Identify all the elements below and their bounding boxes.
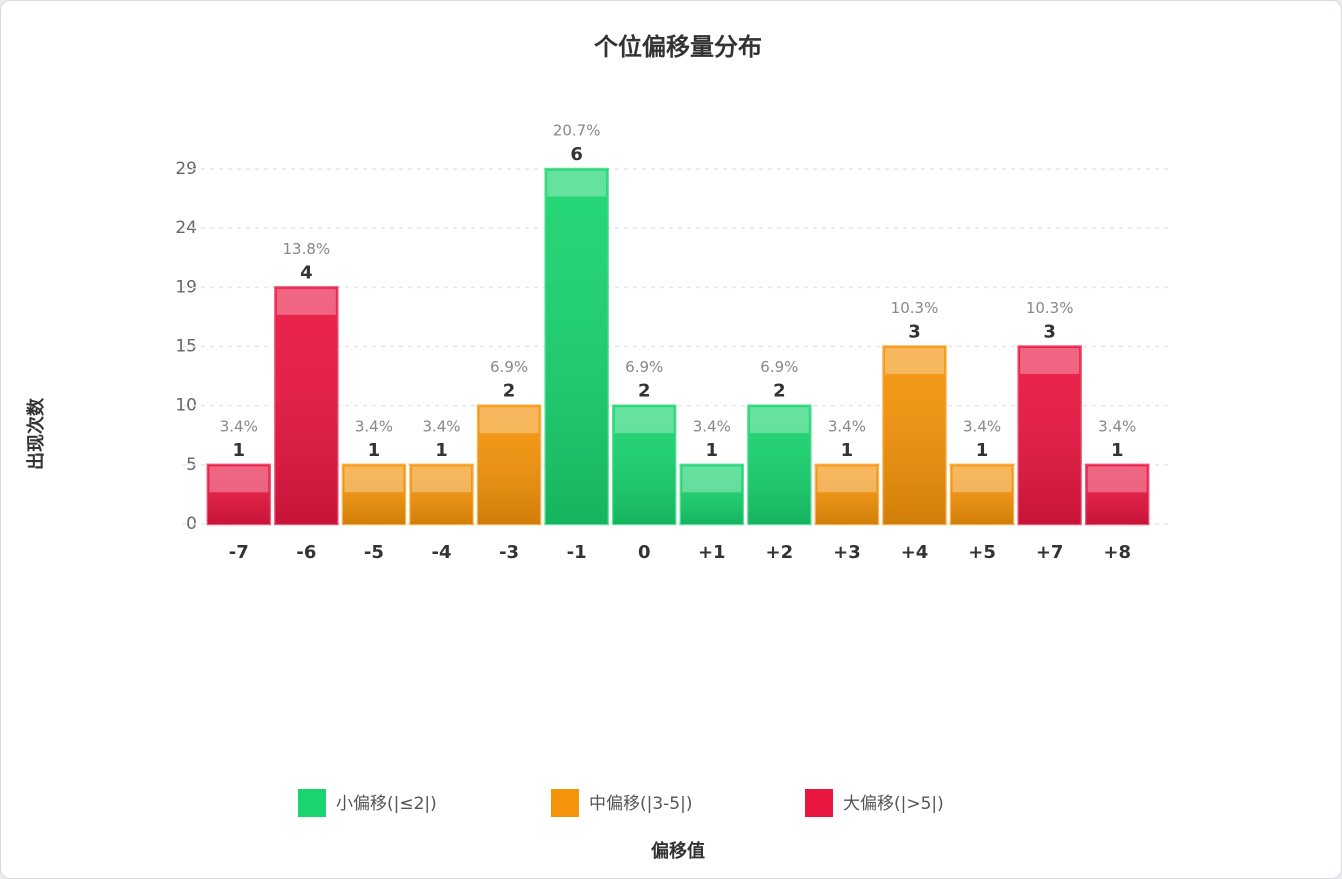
bar-shade xyxy=(680,464,743,524)
bar-shade xyxy=(342,464,405,524)
value-label: 2 xyxy=(503,381,516,402)
chart-title: 个位偏移量分布 xyxy=(594,33,762,61)
x-tick-label: +7 xyxy=(1036,542,1064,563)
x-tick-label: 0 xyxy=(638,542,651,563)
bar-highlight xyxy=(749,407,809,434)
bar-shade xyxy=(275,287,338,524)
percent-label: 6.9% xyxy=(760,358,798,376)
x-tick-label: +4 xyxy=(901,542,929,563)
percent-label: 3.4% xyxy=(828,417,866,435)
value-label: 1 xyxy=(976,440,989,461)
bar-highlight xyxy=(344,466,404,493)
x-tick-label: -6 xyxy=(296,542,316,563)
x-tick-label: +1 xyxy=(698,542,726,563)
percent-label: 13.8% xyxy=(283,240,331,258)
value-label: 1 xyxy=(706,440,719,461)
bar-highlight xyxy=(817,466,877,493)
value-label: 1 xyxy=(435,440,448,461)
percent-label: 3.4% xyxy=(422,417,460,435)
x-tick-label: +3 xyxy=(833,542,861,563)
value-label: 2 xyxy=(638,381,651,402)
x-tick-label: +2 xyxy=(766,542,794,563)
bar-shade xyxy=(951,464,1014,524)
bar-highlight xyxy=(1020,348,1080,374)
value-label: 1 xyxy=(1111,440,1124,461)
legend-swatch xyxy=(551,789,579,817)
percent-label: 3.4% xyxy=(220,417,258,435)
bar-highlight xyxy=(614,407,674,434)
bar-highlight xyxy=(952,466,1012,493)
bar-shade xyxy=(613,405,676,524)
percent-label: 6.9% xyxy=(625,358,663,376)
percent-label: 3.4% xyxy=(963,417,1001,435)
percent-label: 3.4% xyxy=(355,417,393,435)
legend-swatch xyxy=(298,789,326,817)
x-tick-label: -7 xyxy=(229,542,249,563)
value-label: 1 xyxy=(368,440,381,461)
bar-shade xyxy=(478,405,541,524)
legend-swatch xyxy=(805,789,833,817)
x-tick-label: -4 xyxy=(432,542,452,563)
legend-label: 大偏移(|>5|) xyxy=(843,794,944,814)
percent-label: 10.3% xyxy=(1026,299,1074,317)
bar-highlight xyxy=(682,466,742,493)
value-label: 4 xyxy=(300,262,313,283)
bar-shade xyxy=(1086,464,1149,524)
bar-highlight xyxy=(412,466,471,493)
value-label: 6 xyxy=(570,144,583,165)
y-tick-label: 0 xyxy=(186,514,197,534)
value-label: 1 xyxy=(841,440,854,461)
y-axis-label: 出现次数 xyxy=(25,397,47,470)
bar-shade xyxy=(815,464,878,524)
percent-label: 3.4% xyxy=(693,417,731,435)
bar-shade xyxy=(545,169,608,524)
bar-shade xyxy=(207,464,270,524)
y-tick-label: 5 xyxy=(186,455,197,475)
x-axis-label: 偏移值 xyxy=(651,840,705,862)
value-label: 1 xyxy=(233,440,246,461)
x-tick-label: +5 xyxy=(968,542,996,563)
bar-shade xyxy=(1018,346,1081,524)
value-label: 3 xyxy=(908,322,921,343)
percent-label: 6.9% xyxy=(490,358,528,376)
legend-label: 小偏移(|≤2|) xyxy=(336,794,437,814)
value-label: 2 xyxy=(773,381,786,402)
x-tick-label: -1 xyxy=(567,542,587,563)
x-tick-label: -5 xyxy=(364,542,384,563)
bar-highlight xyxy=(209,466,269,493)
bar-highlight xyxy=(547,170,607,197)
bar-shade xyxy=(883,346,946,524)
bar-shade xyxy=(410,464,473,524)
x-tick-label: -3 xyxy=(499,542,519,563)
x-tick-label: +8 xyxy=(1103,542,1131,563)
bar-highlight xyxy=(276,288,336,315)
bar-highlight xyxy=(885,348,944,374)
legend-label: 中偏移(|3-5|) xyxy=(589,794,693,814)
bar-highlight xyxy=(1087,466,1147,493)
bar-highlight xyxy=(479,407,539,434)
percent-label: 20.7% xyxy=(553,122,601,140)
percent-label: 10.3% xyxy=(891,299,939,317)
percent-label: 3.4% xyxy=(1098,417,1136,435)
bar-shade xyxy=(748,405,811,524)
value-label: 3 xyxy=(1043,322,1056,343)
